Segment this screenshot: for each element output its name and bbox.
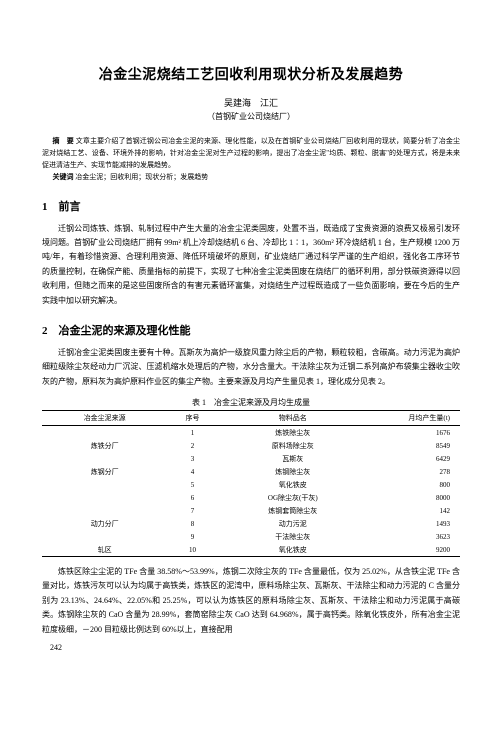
section-2-heading: 2 冶金尘泥的来源及理化性能 xyxy=(42,322,460,338)
table-row: 炼钢分厂4炼钢除尘灰278 xyxy=(42,465,460,478)
table-1-header-output: 月均产生量(t) xyxy=(368,411,460,426)
keywords-label: 关键词 xyxy=(53,173,74,181)
table-cell-material: 氧化铁皮 xyxy=(218,478,368,491)
table-cell-idx: 5 xyxy=(167,478,217,491)
table-row: 炼铁分厂2原料场除尘灰8549 xyxy=(42,439,460,452)
table-cell-material: 炼铁除尘灰 xyxy=(218,426,368,440)
table-row: 动力分厂8动力污泥1493 xyxy=(42,517,460,530)
table-cell-source xyxy=(42,478,167,491)
table-cell-output: 1676 xyxy=(368,426,460,440)
table-cell-material: 炼钢套筒除尘灰 xyxy=(218,504,368,517)
table-cell-idx: 8 xyxy=(167,517,217,530)
table-cell-idx: 6 xyxy=(167,491,217,504)
keywords-text: 冶金尘泥；回收利用；现状分析；发展趋势 xyxy=(75,173,208,181)
table-cell-idx: 4 xyxy=(167,465,217,478)
table-cell-idx: 10 xyxy=(167,543,217,557)
table-cell-material: 动力污泥 xyxy=(218,517,368,530)
table-cell-material: 氧化铁皮 xyxy=(218,543,368,557)
table-cell-output: 800 xyxy=(368,478,460,491)
section-1-paragraph: 迁钢公司炼铁、炼钢、轧制过程中产生大量的冶金尘泥类固废，处置不当，既造成了宝贵资… xyxy=(42,222,460,308)
table-cell-output: 3623 xyxy=(368,530,460,543)
affiliation: （首钢矿业公司烧结厂） xyxy=(42,111,460,122)
abstract-text: 文章主要介绍了首钢迁钢公司冶金尘泥的来源、理化性能，以及在首钢矿业公司烧结厂回收… xyxy=(42,137,460,169)
tail-paragraph: 炼铁区除尘尘泥的 TFe 含量 38.58%～53.99%，炼钢二次除尘灰的 T… xyxy=(42,565,460,637)
table-cell-output: 142 xyxy=(368,504,460,517)
table-cell-material: OG除尘灰(干灰) xyxy=(218,491,368,504)
table-cell-material: 瓦斯灰 xyxy=(218,452,368,465)
section-1-heading: 1 前言 xyxy=(42,198,460,214)
abstract-label: 摘 要 xyxy=(53,137,74,145)
table-1-header-idx: 序号 xyxy=(167,411,217,426)
table-cell-source: 炼铁分厂 xyxy=(42,439,167,452)
table-cell-idx: 9 xyxy=(167,530,217,543)
table-cell-idx: 3 xyxy=(167,452,217,465)
table-row: 5氧化铁皮800 xyxy=(42,478,460,491)
table-cell-source xyxy=(42,426,167,440)
table-row: 3瓦斯灰6429 xyxy=(42,452,460,465)
abstract-block: 摘 要 文章主要介绍了首钢迁钢公司冶金尘泥的来源、理化性能，以及在首钢矿业公司烧… xyxy=(42,136,460,184)
authors: 吴建海 江汇 xyxy=(42,96,460,109)
table-1: 冶金尘泥来源 序号 物料品名 月均产生量(t) 1炼铁除尘灰1676炼铁分厂2原… xyxy=(42,410,460,557)
table-cell-source: 动力分厂 xyxy=(42,517,167,530)
table-cell-material: 炼钢除尘灰 xyxy=(218,465,368,478)
table-cell-idx: 2 xyxy=(167,439,217,452)
table-cell-idx: 1 xyxy=(167,426,217,440)
table-cell-output: 6429 xyxy=(368,452,460,465)
table-cell-material: 原料场除尘灰 xyxy=(218,439,368,452)
paper-title: 冶金尘泥烧结工艺回收利用现状分析及发展趋势 xyxy=(42,64,460,84)
table-cell-source xyxy=(42,530,167,543)
table-cell-material: 干法除尘灰 xyxy=(218,530,368,543)
table-cell-source xyxy=(42,504,167,517)
page-number: 242 xyxy=(42,643,460,652)
table-row: 6OG除尘灰(干灰)8000 xyxy=(42,491,460,504)
table-cell-output: 8549 xyxy=(368,439,460,452)
table-1-caption: 表 1 冶金尘泥来源及月均生成量 xyxy=(42,397,460,408)
table-cell-idx: 7 xyxy=(167,504,217,517)
table-1-header-row: 冶金尘泥来源 序号 物料品名 月均产生量(t) xyxy=(42,411,460,426)
table-row: 7炼钢套筒除尘灰142 xyxy=(42,504,460,517)
table-row: 9干法除尘灰3623 xyxy=(42,530,460,543)
table-row: 轧区10氧化铁皮9200 xyxy=(42,543,460,557)
table-cell-output: 278 xyxy=(368,465,460,478)
table-1-header-source: 冶金尘泥来源 xyxy=(42,411,167,426)
table-1-header-material: 物料品名 xyxy=(218,411,368,426)
table-cell-output: 9200 xyxy=(368,543,460,557)
table-cell-output: 1493 xyxy=(368,517,460,530)
table-row: 1炼铁除尘灰1676 xyxy=(42,426,460,440)
table-cell-output: 8000 xyxy=(368,491,460,504)
table-cell-source: 轧区 xyxy=(42,543,167,557)
section-2-paragraph: 迁钢冶金尘泥类固废主要有十种。瓦斯灰为高炉一级旋风重力除尘后的产物，颗粒较粗，含… xyxy=(42,346,460,389)
table-cell-source: 炼钢分厂 xyxy=(42,465,167,478)
table-cell-source xyxy=(42,452,167,465)
table-cell-source xyxy=(42,491,167,504)
